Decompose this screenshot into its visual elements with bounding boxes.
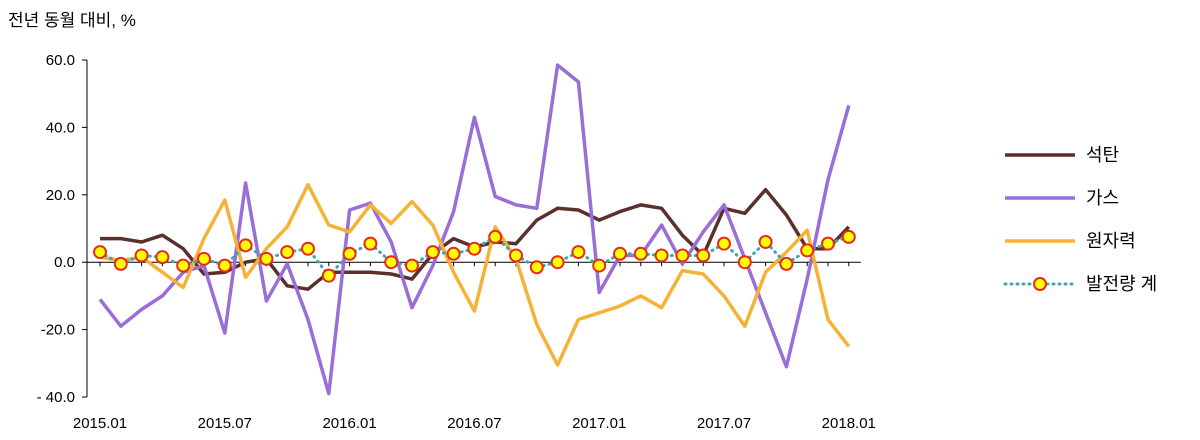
x-tick-label: 2017.01 — [572, 415, 626, 432]
x-tick-label: 2016.07 — [447, 415, 501, 432]
data-point-marker — [155, 250, 170, 265]
data-point-marker — [176, 258, 191, 273]
data-point-marker — [301, 241, 315, 256]
data-point-marker — [613, 246, 627, 261]
data-point-marker — [197, 251, 211, 266]
data-point-marker — [758, 234, 773, 249]
data-point-marker — [550, 255, 565, 270]
data-point-marker — [321, 268, 336, 283]
data-point-marker — [717, 236, 731, 251]
legend-label: 원자력 — [1086, 231, 1136, 251]
data-point-marker — [529, 260, 544, 275]
data-point-marker — [675, 248, 690, 263]
data-point-marker — [633, 246, 648, 261]
data-point-marker — [696, 248, 711, 263]
data-point-marker — [259, 251, 274, 266]
x-tick-label: 2015.01 — [73, 415, 127, 432]
y-axis-unit-label: 전년 동월 대비, % — [8, 11, 136, 30]
y-tick-label: 20.0 — [46, 187, 75, 204]
x-tick-label: 2017.07 — [697, 415, 751, 432]
data-point-marker — [280, 245, 295, 260]
data-point-marker — [405, 258, 419, 273]
legend-marker — [1033, 277, 1047, 291]
x-tick-label: 2015.07 — [198, 415, 252, 432]
data-point-marker — [654, 248, 669, 263]
data-point-marker — [571, 245, 586, 260]
data-point-marker — [363, 236, 378, 251]
series-line-2 — [99, 182, 851, 367]
data-point-marker — [384, 255, 399, 270]
data-point-marker — [342, 246, 357, 261]
data-point-marker — [592, 258, 607, 273]
y-tick-label: 40.0 — [46, 119, 75, 136]
data-point-marker — [488, 229, 503, 244]
data-point-marker — [134, 248, 149, 263]
legend-label: 석탄 — [1086, 145, 1119, 165]
data-point-marker — [446, 246, 461, 261]
legend-label: 발전량 계 — [1086, 274, 1157, 294]
data-point-marker — [467, 241, 482, 256]
data-point-marker — [779, 256, 794, 271]
series-line-1 — [98, 63, 851, 396]
data-point-marker — [509, 248, 523, 263]
data-point-marker — [821, 236, 835, 251]
data-point-marker — [113, 256, 128, 271]
data-point-marker — [425, 245, 440, 260]
legend-label: 가스 — [1086, 188, 1119, 208]
y-tick-label: -20.0 — [41, 322, 75, 339]
data-point-marker — [217, 258, 232, 273]
data-point-marker — [800, 243, 815, 258]
y-tick-label: - 40.0 — [37, 389, 75, 406]
data-point-marker — [841, 229, 856, 244]
y-tick-label: 0.0 — [54, 254, 75, 271]
y-tick-label: 60.0 — [46, 52, 75, 69]
data-point-marker — [238, 238, 253, 253]
data-point-marker — [93, 245, 107, 260]
data-point-marker — [737, 255, 752, 270]
x-tick-label: 2016.01 — [322, 415, 376, 432]
x-tick-label: 2018.01 — [822, 415, 876, 432]
